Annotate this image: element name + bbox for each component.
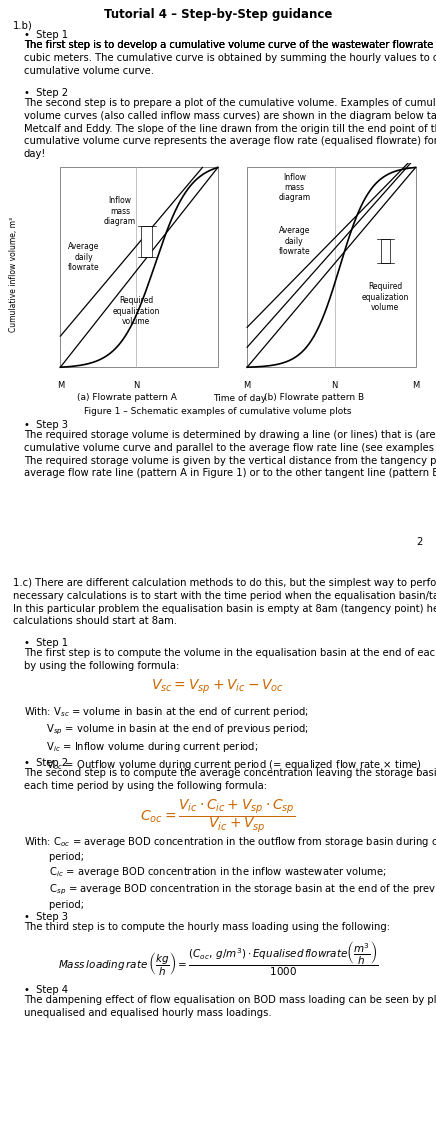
Text: The first step is to develop a cumulative volume curve of the wastewater flowrat: The first step is to develop a cumulativ… (24, 40, 436, 75)
Text: With: V$_{sc}$ = volume in basin at the end of current period;
       V$_{sp}$ =: With: V$_{sc}$ = volume in basin at the … (24, 705, 422, 772)
Text: •  Step 2: • Step 2 (24, 758, 68, 768)
Text: 2: 2 (416, 537, 423, 547)
Text: Tutorial 4 – Step-by-Step guidance: Tutorial 4 – Step-by-Step guidance (104, 8, 332, 21)
Text: (b) Flowrate pattern B: (b) Flowrate pattern B (264, 393, 364, 402)
Text: •  Step 1: • Step 1 (24, 638, 68, 649)
Text: Required
equalization
volume: Required equalization volume (112, 297, 160, 326)
Text: •  Step 2: • Step 2 (24, 88, 68, 98)
Text: Inflow
mass
diagram: Inflow mass diagram (278, 172, 310, 202)
Text: $Mass\,loading\,rate\,\left(\dfrac{kg}{h}\right) = \dfrac{(C_{oc},\,g/m^3)\cdot : $Mass\,loading\,rate\,\left(\dfrac{kg}{h… (58, 940, 378, 978)
Text: The dampening effect of flow equalisation on BOD mass loading can be seen by plo: The dampening effect of flow equalisatio… (24, 995, 436, 1018)
Text: M: M (57, 381, 64, 390)
Text: The third step is to compute the hourly mass loading using the following:: The third step is to compute the hourly … (24, 922, 390, 932)
Text: With: C$_{oc}$ = average BOD concentration in the outflow from storage basin dur: With: C$_{oc}$ = average BOD concentrati… (24, 835, 436, 909)
Text: N: N (331, 381, 338, 390)
Text: The first step is to compute the volume in the equalisation basin at the end of : The first step is to compute the volume … (24, 649, 436, 671)
Text: M: M (412, 381, 419, 390)
Text: The second step is to compute the average concentration leaving the storage basi: The second step is to compute the averag… (24, 768, 436, 791)
Text: 1.b): 1.b) (13, 20, 33, 30)
Text: $V_{sc} = V_{sp} + V_{ic} - V_{oc}$: $V_{sc} = V_{sp} + V_{ic} - V_{oc}$ (151, 678, 285, 696)
Text: Cumulative inflow volume, m³: Cumulative inflow volume, m³ (9, 217, 17, 332)
Text: Figure 1 – Schematic examples of cumulative volume plots: Figure 1 – Schematic examples of cumulat… (84, 407, 352, 416)
Text: 1.c) There are different calculation methods to do this, but the simplest way to: 1.c) There are different calculation met… (13, 578, 436, 626)
Text: •  Step 3: • Step 3 (24, 420, 68, 430)
Bar (60, 167, 218, 368)
Text: •  Step 4: • Step 4 (24, 985, 68, 995)
Text: Required
equalization
volume: Required equalization volume (361, 282, 409, 312)
Text: $C_{oc} = \dfrac{V_{ic} \cdot C_{ic} + V_{sp} \cdot C_{sp}}{V_{ic} + V_{sp}}$: $C_{oc} = \dfrac{V_{ic} \cdot C_{ic} + V… (140, 798, 296, 835)
Text: N: N (133, 381, 139, 390)
Text: (a) Flowrate pattern A: (a) Flowrate pattern A (76, 393, 177, 402)
Text: •  Step 3: • Step 3 (24, 912, 68, 922)
Text: M: M (243, 381, 251, 390)
Text: Average
daily
flowrate: Average daily flowrate (279, 226, 310, 256)
Text: The second step is to prepare a plot of the cumulative volume. Examples of cumul: The second step is to prepare a plot of … (24, 98, 436, 160)
Text: •  Step 1: • Step 1 (24, 30, 68, 40)
Bar (247, 167, 416, 368)
Text: The first step is to develop a cumulative volume curve of the wastewater flowrat: The first step is to develop a cumulativ… (24, 40, 436, 49)
Bar (381, 239, 390, 263)
Text: Inflow
mass
diagram: Inflow mass diagram (104, 197, 136, 226)
Text: The required storage volume is determined by drawing a line (or lines) that is (: The required storage volume is determine… (24, 430, 436, 479)
Bar (141, 226, 153, 257)
Text: Time of day: Time of day (213, 393, 266, 402)
Text: The first step is to develop a cumulative volume curve of the wastewater flowrat: The first step is to develop a cumulativ… (24, 40, 436, 49)
Text: Average
daily
flowrate: Average daily flowrate (68, 243, 100, 272)
